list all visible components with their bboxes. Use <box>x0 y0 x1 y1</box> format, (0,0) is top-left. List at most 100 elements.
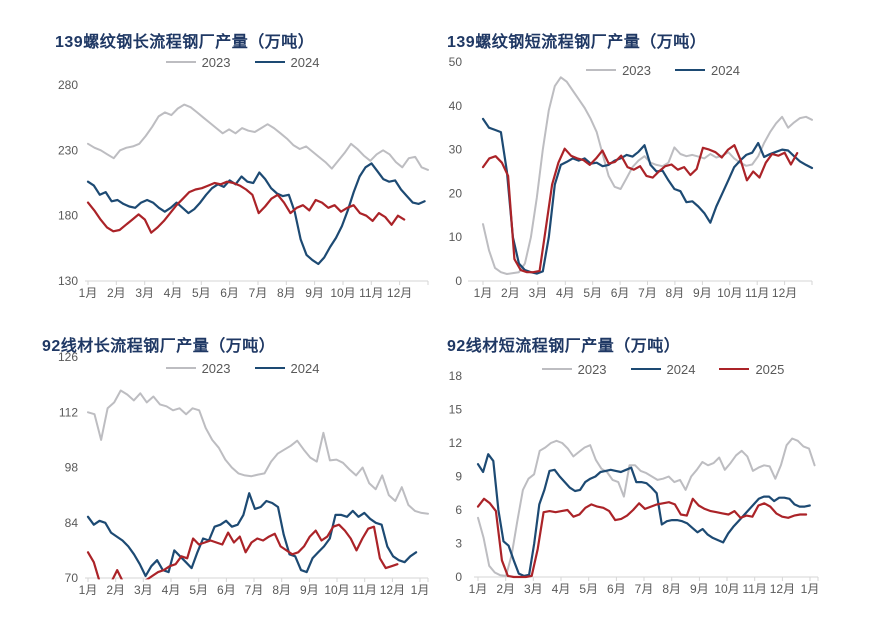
series-line-2023 <box>87 389 429 515</box>
chart-legend: 2023 2024 <box>40 54 445 70</box>
x-tick-label: 4月 <box>162 583 181 597</box>
y-tick-label: 40 <box>449 99 463 113</box>
legend-item-2024: 2024 <box>630 362 695 377</box>
legend-label-2023: 2023 <box>201 360 231 376</box>
series-line-2025 <box>481 144 799 274</box>
x-tick-label: 8月 <box>272 583 291 597</box>
series-line-2024 <box>476 453 811 577</box>
x-tick-label: 5月 <box>189 583 208 597</box>
legend-item-2024: 2024 <box>254 55 319 70</box>
chart-title: 139螺纹钢短流程钢厂产量（万吨） <box>447 34 707 51</box>
x-tick-label: 1月 <box>801 582 820 596</box>
y-tick-label: 10 <box>449 230 463 244</box>
x-tick-label: 6月 <box>220 286 239 300</box>
series-line-2025 <box>86 180 406 234</box>
x-tick-label: 2月 <box>106 583 125 597</box>
y-tick-label: 112 <box>59 405 78 419</box>
x-tick-label: 9月 <box>693 286 712 300</box>
legend-item-2023: 2023 <box>165 360 231 376</box>
x-axis-labels: 1月 2月 3月 4月 5月 6月 7月 8月 9月 10月 11月 12月 <box>79 281 429 300</box>
chart-panel-wirerod-long-process: 92线材长流程钢厂产量（万吨） 2023 2024 126 112 98 84 70 1月 2… <box>40 330 445 618</box>
y-tick-label: 180 <box>58 209 78 223</box>
x-tick-label: 6月 <box>607 582 626 596</box>
x-tick-label: 7月 <box>245 583 264 597</box>
x-tick-label: 3月 <box>524 582 543 596</box>
series-line-2024 <box>481 117 814 275</box>
legend-swatch-2025 <box>719 367 750 371</box>
x-tick-label: 12月 <box>770 582 795 596</box>
y-tick-label: 50 <box>449 55 463 69</box>
chart-legend: 2023 2024 <box>440 62 886 78</box>
x-tick-label: 1月 <box>79 583 98 597</box>
y-tick-label: 98 <box>65 461 79 475</box>
chart-plot: 50 40 30 20 10 0 1月 2月 3月 4月 5月 6月 7月 8月 9月 10月 11月 12月 <box>449 55 814 300</box>
series-line-2024 <box>86 492 418 578</box>
chart-panel-rebar-short-process: 139螺纹钢短流程钢厂产量（万吨） 2023 2024 50 40 30 20 10 0 1月… <box>440 22 886 314</box>
chart-title: 92线材短流程钢厂产量（万吨） <box>447 338 681 355</box>
y-tick-label: 6 <box>455 503 462 517</box>
y-axis-labels: 280 230 180 130 <box>58 78 78 288</box>
x-tick-label: 9月 <box>305 286 324 300</box>
chart-title: 139螺纹钢长流程钢厂产量（万吨） <box>55 34 315 51</box>
x-tick-label: 4月 <box>552 582 571 596</box>
y-tick-label: 130 <box>58 274 78 288</box>
x-tick-label: 2月 <box>107 286 126 300</box>
x-axis-labels: 1月 2月 3月 4月 5月 6月 7月 8月 9月 10月 11月 12月 1月 <box>79 578 430 597</box>
y-tick-label: 70 <box>65 571 79 585</box>
x-tick-label: 7月 <box>635 582 654 596</box>
y-tick-label: 0 <box>455 570 462 584</box>
x-tick-label: 11月 <box>352 583 376 597</box>
legend-label-2023: 2023 <box>577 361 607 377</box>
x-tick-label: 3月 <box>528 286 547 300</box>
series-line-2023 <box>477 437 816 577</box>
y-tick-label: 230 <box>58 143 78 157</box>
x-tick-label: 9月 <box>690 582 709 596</box>
y-tick-label: 12 <box>449 436 463 450</box>
x-tick-label: 6月 <box>217 583 236 597</box>
y-tick-label: 0 <box>455 274 462 288</box>
legend-swatch-2023 <box>541 367 572 371</box>
y-tick-label: 15 <box>449 403 463 417</box>
x-tick-label: 1月 <box>79 286 98 300</box>
chart-panel-wirerod-short-process: 92线材短流程钢厂产量（万吨） 2023 2024 2025 18 15 12 9 6 3 0 1… <box>440 330 886 618</box>
legend-swatch-2023 <box>165 60 196 64</box>
x-tick-label: 3月 <box>135 286 154 300</box>
x-tick-label: 5月 <box>192 286 211 300</box>
chart-plot: 18 15 12 9 6 3 0 1月 2月 3月 4月 5月 6月 7月 8月 9月 10月 11月 12月 1月 <box>449 369 820 596</box>
series-line-2025 <box>476 497 808 579</box>
series-line-2025 <box>86 523 399 580</box>
legend-item-2024: 2024 <box>254 361 319 376</box>
x-tick-label: 6月 <box>611 286 630 300</box>
x-tick-label: 2月 <box>501 286 520 300</box>
x-tick-label: 1月 <box>411 583 430 597</box>
legend-item-2023: 2023 <box>165 55 231 70</box>
series-line-2023 <box>482 76 813 275</box>
legend-swatch-2023 <box>165 366 196 370</box>
x-tick-label: 11月 <box>745 286 769 300</box>
x-tick-label: 11月 <box>359 286 383 300</box>
y-tick-label: 30 <box>449 143 463 157</box>
x-tick-label: 7月 <box>249 286 268 300</box>
y-tick-label: 18 <box>449 369 463 383</box>
x-axis-labels: 1月 2月 3月 4月 5月 6月 7月 8月 9月 10月 11月 12月 <box>474 281 813 300</box>
x-tick-label: 8月 <box>666 286 685 300</box>
y-tick-label: 3 <box>455 537 462 551</box>
x-axis-labels: 1月 2月 3月 4月 5月 6月 7月 8月 9月 10月 11月 12月 1月 <box>469 577 820 596</box>
x-tick-label: 5月 <box>583 286 602 300</box>
x-tick-label: 2月 <box>496 582 515 596</box>
x-tick-label: 7月 <box>638 286 657 300</box>
x-tick-label: 8月 <box>277 286 296 300</box>
x-tick-label: 5月 <box>579 582 598 596</box>
y-tick-label: 20 <box>449 186 463 200</box>
legend-swatch-2024 <box>630 367 661 371</box>
y-tick-label: 9 <box>455 470 462 484</box>
y-axis-labels: 18 15 12 9 6 3 0 <box>449 369 463 584</box>
legend-item-2023: 2023 <box>541 361 607 377</box>
x-tick-label: 10月 <box>714 582 739 596</box>
series-line-2024 <box>86 162 426 266</box>
legend-label-2024: 2024 <box>711 62 740 78</box>
x-tick-label: 8月 <box>662 582 681 596</box>
